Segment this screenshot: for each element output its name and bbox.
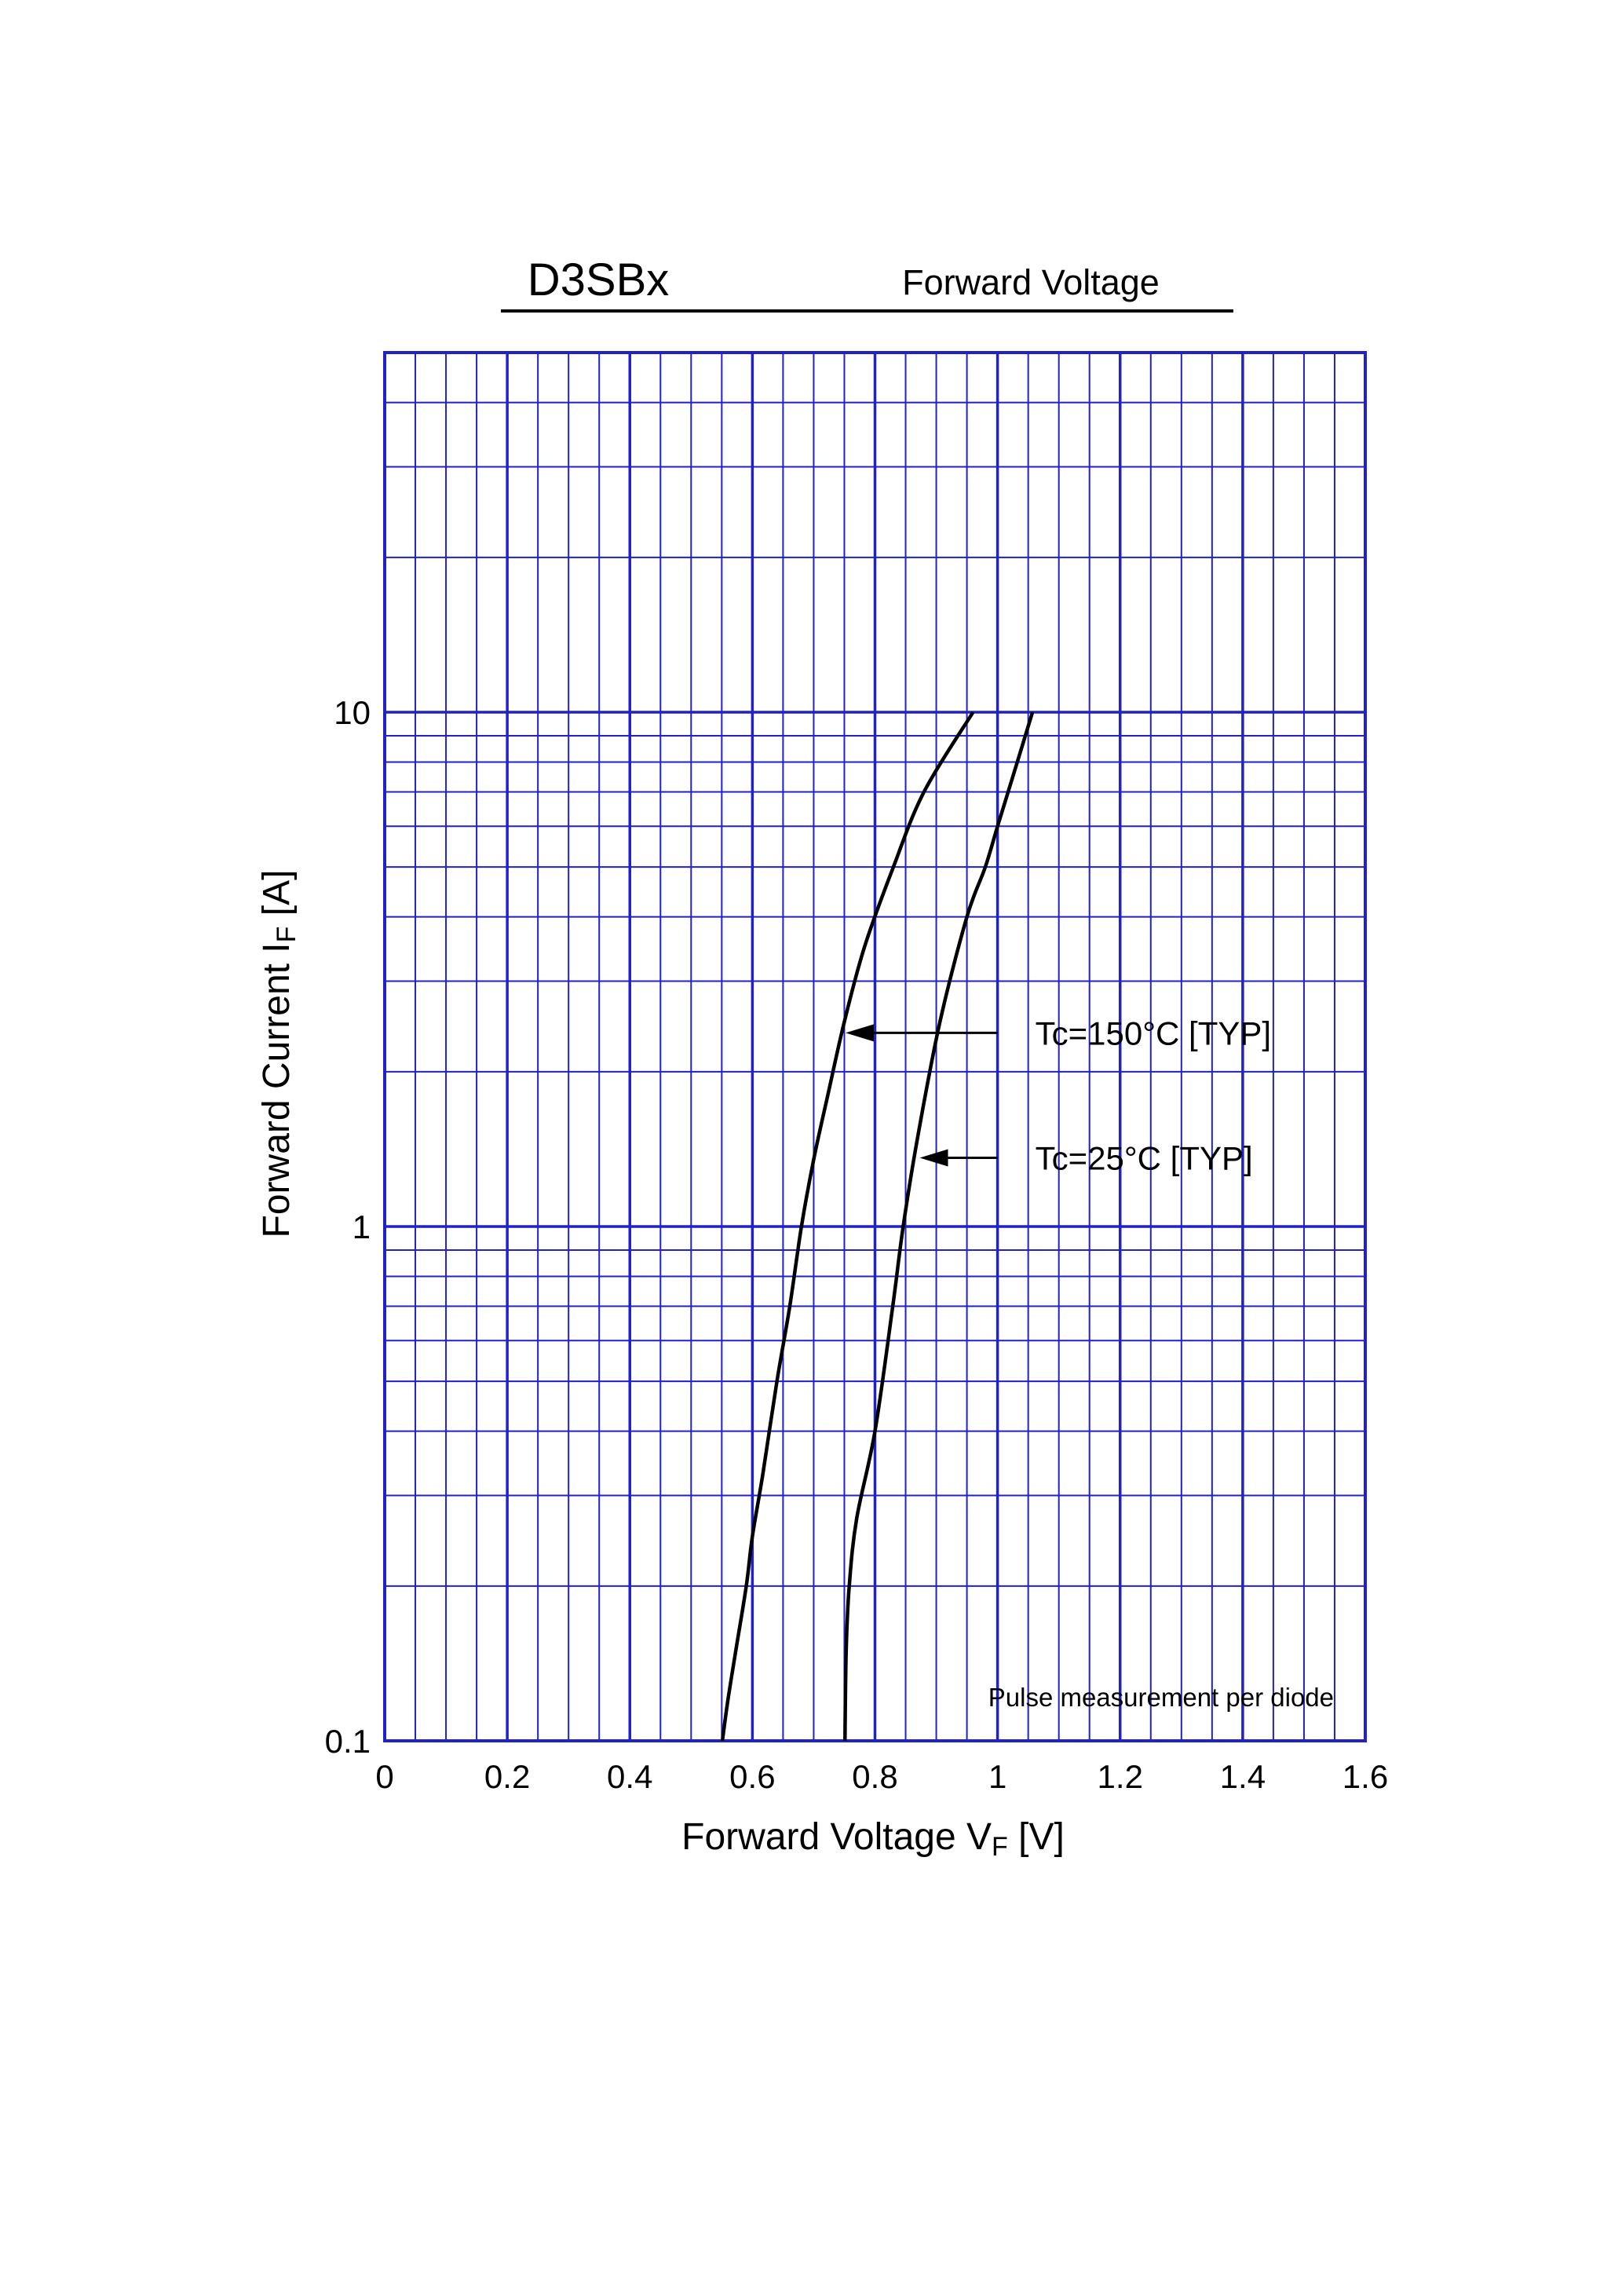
plot-frame xyxy=(383,351,1367,1742)
curves xyxy=(720,711,1035,1742)
x-tick-labels: 0 0.2 0.4 0.6 0.8 1 1.2 1.4 1.6 xyxy=(375,1758,1388,1795)
annotations: Tc=150°C [TYP] Tc=25°C [TYP] xyxy=(846,1015,1271,1177)
x-tick-label: 0.8 xyxy=(852,1758,897,1795)
pulse-note: Pulse measurement per diode xyxy=(988,1683,1334,1712)
x-axis-title: Forward Voltage VF [V] xyxy=(681,1816,1065,1862)
chart-title: D3SBx xyxy=(528,254,670,305)
y-tick-label: 0.1 xyxy=(325,1723,371,1760)
chart-subtitle: Forward Voltage xyxy=(902,262,1160,302)
annotation-tc25-label: Tc=25°C [TYP] xyxy=(1036,1140,1253,1177)
annotation-arrowhead xyxy=(919,1149,948,1167)
x-tick-label: 1.6 xyxy=(1343,1758,1388,1795)
x-tick-label: 0.6 xyxy=(729,1758,775,1795)
x-tick-label: 0.2 xyxy=(484,1758,530,1795)
x-tick-label: 1.2 xyxy=(1098,1758,1143,1795)
y-tick-label: 1 xyxy=(353,1208,371,1245)
grid xyxy=(383,351,1367,1742)
title-group: D3SBx Forward Voltage xyxy=(501,254,1233,313)
x-tick-label: 0 xyxy=(375,1758,393,1795)
x-tick-label: 1.4 xyxy=(1220,1758,1266,1795)
series-tc150-curve xyxy=(720,711,975,1742)
y-tick-labels: 0.1 1 10 xyxy=(325,694,371,1760)
annotation-tc150-label: Tc=150°C [TYP] xyxy=(1036,1015,1271,1051)
y-axis-title: Forward Current IF [A] xyxy=(256,870,301,1238)
x-tick-label: 0.4 xyxy=(607,1758,652,1795)
y-tick-label: 10 xyxy=(334,694,371,731)
x-tick-label: 1 xyxy=(988,1758,1006,1795)
annotation-arrowhead xyxy=(846,1024,875,1042)
y-axis-label: Forward Current IF [A] xyxy=(256,870,301,1238)
series-tc25-curve xyxy=(843,711,1035,1742)
x-axis-label: Forward Voltage VF [V] xyxy=(681,1816,1065,1862)
